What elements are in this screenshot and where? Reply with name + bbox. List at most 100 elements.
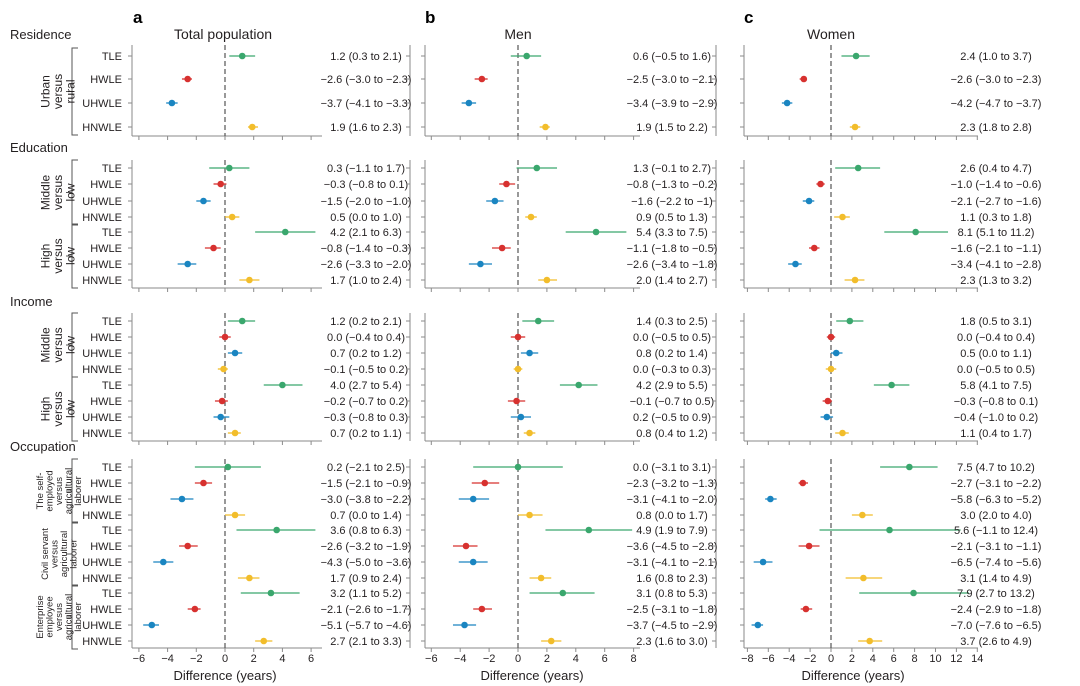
row-label: HNWLE (82, 573, 122, 585)
row-label: HNWLE (82, 428, 122, 440)
value-label: −3.0 (−3.8 to −2.2) (321, 494, 412, 506)
value-label: −2.7 (−3.1 to −2.2) (951, 478, 1042, 490)
group-label: Enterpriseemployeeversusagriculturallabo… (35, 594, 84, 640)
point-estimate-hwle (827, 333, 835, 341)
group-bracket: Highversuslow (39, 223, 78, 289)
group-label-line: low (64, 183, 78, 201)
group-label-line: agricultural (64, 468, 75, 514)
value-label: 0.5 (0.0 to 1.0) (330, 212, 402, 224)
value-label: −0.1 (−0.7 to 0.5) (630, 396, 714, 408)
panel-title: Men (504, 26, 531, 42)
value-label: −4.3 (−5.0 to −3.6) (321, 557, 412, 569)
value-label: −3.6 (−4.5 to −2.8) (627, 541, 718, 553)
value-label: 2.6 (0.4 to 4.7) (960, 163, 1032, 175)
panel-title: Total population (174, 26, 272, 42)
group-label-line: versus (51, 238, 65, 273)
point-estimate-hnwle (231, 429, 239, 437)
point-estimate-hnwle (246, 276, 253, 284)
value-label: −2.1 (−2.7 to −1.6) (951, 196, 1042, 208)
value-label: 0.7 (0.0 to 1.4) (330, 510, 402, 522)
group-label-line: Urban (39, 75, 53, 108)
point-estimate-uhwle (469, 495, 477, 503)
row-label: HNWLE (82, 364, 122, 376)
row-label: HWLE (90, 541, 122, 553)
group-label: The self-employedversusagriculturallabor… (35, 468, 84, 514)
group-bracket: The self-employedversusagriculturallabor… (35, 458, 84, 524)
value-label: 2.4 (1.0 to 3.7) (960, 51, 1032, 63)
value-label: 1.2 (0.3 to 2.1) (330, 51, 402, 63)
bracket-line (66, 458, 78, 524)
point-estimate-tle (238, 52, 246, 60)
x-tick-label: 4 (279, 653, 285, 665)
point-estimate-hwle (824, 397, 832, 405)
section-title-education: Education (10, 140, 68, 155)
point-estimate-hnwle (860, 574, 867, 582)
point-estimate-hwle (503, 180, 510, 188)
point-estimate-hnwle (839, 429, 846, 437)
x-tick-label: −4 (161, 653, 174, 665)
value-label: 0.7 (0.2 to 1.2) (330, 348, 402, 360)
value-label: 2.3 (1.3 to 3.2) (960, 275, 1032, 287)
group-label-line: low (64, 336, 78, 354)
point-estimate-tle (267, 589, 275, 597)
group-label-line: versus (54, 477, 65, 505)
row-label: HWLE (90, 478, 122, 490)
point-estimate-uhwle (200, 197, 207, 205)
point-estimate-hwle (478, 605, 486, 613)
value-label: −2.5 (−3.0 to −2.1) (627, 74, 718, 86)
value-label: 4.9 (1.9 to 7.9) (636, 525, 708, 537)
point-estimate-hnwle (260, 637, 268, 645)
point-estimate-tle (886, 526, 893, 534)
point-estimate-tle (585, 526, 593, 534)
panel-letter: b (425, 8, 435, 27)
point-estimate-hwle (481, 479, 489, 487)
bracket-line (66, 159, 78, 226)
point-estimate-uhwle (792, 260, 799, 268)
group-bracket: Middleversuslow (39, 312, 78, 378)
point-estimate-hwle (817, 180, 824, 188)
value-label: −0.1 (−0.5 to 0.2) (324, 364, 408, 376)
x-tick-label: −6 (762, 653, 775, 665)
x-tick-label: 6 (891, 653, 897, 665)
x-tick-label: 4 (573, 653, 579, 665)
panel-a: a Total population TLE 1.2 (0.3 to 2.1) HWLE… (82, 8, 411, 683)
row-label: HWLE (90, 604, 122, 616)
value-label: −0.3 (−0.8 to 0.1) (324, 179, 408, 191)
group-label: Middleversuslow (39, 327, 78, 363)
value-label: −1.5 (−2.0 to −1.0) (321, 196, 412, 208)
point-estimate-uhwle (767, 495, 774, 503)
value-label: 0.0 (−0.4 to 0.4) (957, 332, 1035, 344)
value-label: 0.7 (0.2 to 1.1) (330, 428, 402, 440)
point-estimate-tle (575, 381, 582, 389)
value-label: −3.1 (−4.1 to −2.0) (627, 494, 718, 506)
group-label-line: High (39, 244, 53, 269)
value-label: 0.2 (−2.1 to 2.5) (327, 462, 405, 474)
x-tick-label: 2 (544, 653, 550, 665)
point-estimate-hwle (478, 75, 486, 83)
row-label: HNWLE (82, 275, 122, 287)
group-label: Middleversuslow (39, 175, 78, 211)
value-label: −5.8 (−6.3 to −5.2) (951, 494, 1042, 506)
x-tick-label: 14 (971, 653, 983, 665)
value-label: −3.4 (−4.1 to −2.8) (951, 259, 1042, 271)
group-label: Highversuslow (39, 391, 78, 426)
point-estimate-hnwle (851, 276, 859, 284)
point-estimate-tle (910, 589, 917, 597)
point-estimate-tle (533, 164, 541, 172)
group-label-line: versus (51, 175, 65, 210)
value-label: 1.2 (0.2 to 2.1) (330, 316, 402, 328)
value-label: 3.0 (2.0 to 4.0) (960, 510, 1032, 522)
point-estimate-uhwle (461, 621, 468, 629)
x-tick-label: 8 (912, 653, 918, 665)
row-label: TLE (102, 380, 122, 392)
row-label: UHWLE (82, 412, 122, 424)
row-label: HWLE (90, 396, 122, 408)
row-label: HWLE (90, 179, 122, 191)
point-estimate-uhwle (231, 349, 239, 357)
x-tick-label: 4 (870, 653, 876, 665)
x-axis-label: Difference (years) (801, 668, 904, 683)
point-estimate-hwle (800, 75, 808, 83)
value-label: −2.3 (−3.2 to −1.3) (627, 478, 718, 490)
row-label: UHWLE (82, 494, 122, 506)
group-label-line: laborer (68, 539, 79, 569)
